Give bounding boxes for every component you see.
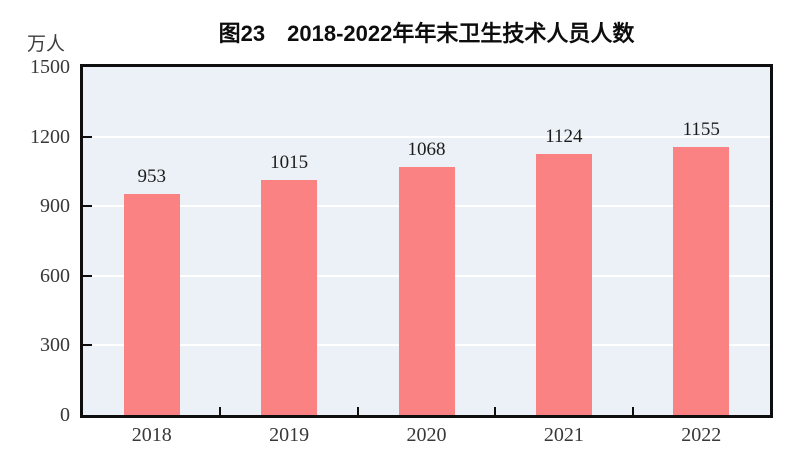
x-tick-mark [219,407,222,415]
x-tick-label: 2018 [131,424,172,446]
y-axis-labels: 0 300 600 900 1200 1500 [0,57,70,425]
x-axis-labels: 2018 2019 2020 2021 2022 [83,424,770,448]
bar-2019 [261,179,318,415]
bar-value-label: 1068 [407,139,446,161]
y-tick-label: 1200 [30,125,70,148]
bar-2018 [123,193,180,415]
x-tick-label: 2021 [543,424,584,446]
plot-area: 953 1015 1068 1124 1155 [80,64,773,418]
x-tick-mark [631,407,634,415]
x-tick-label: 2020 [406,424,447,446]
y-tick-label: 0 [60,404,70,426]
bar-2021 [535,154,592,415]
y-tick-label: 900 [40,195,70,218]
bar-2020 [398,167,455,415]
x-tick-mark [494,407,497,415]
x-tick-label: 2019 [269,424,310,446]
y-tick-mark [83,205,92,208]
bar-value-label: 1124 [545,126,583,148]
gridline [83,135,770,138]
chart-title: 图23 2018-2022年年末卫生技术人员人数 [218,21,635,46]
y-tick-mark [83,135,92,138]
y-tick-label: 300 [40,334,70,357]
y-tick-label: 600 [40,264,70,287]
y-tick-label: 1500 [30,56,70,78]
bar-value-label: 1015 [270,151,309,173]
y-axis-unit-label: 万人 [27,34,66,55]
y-tick-mark [83,274,92,277]
bar-value-label: 953 [137,165,166,187]
x-tick-mark [356,407,359,415]
y-tick-mark [83,344,92,347]
bar-2022 [673,147,730,415]
x-tick-label: 2022 [681,424,722,446]
bar-value-label: 1155 [682,119,720,141]
